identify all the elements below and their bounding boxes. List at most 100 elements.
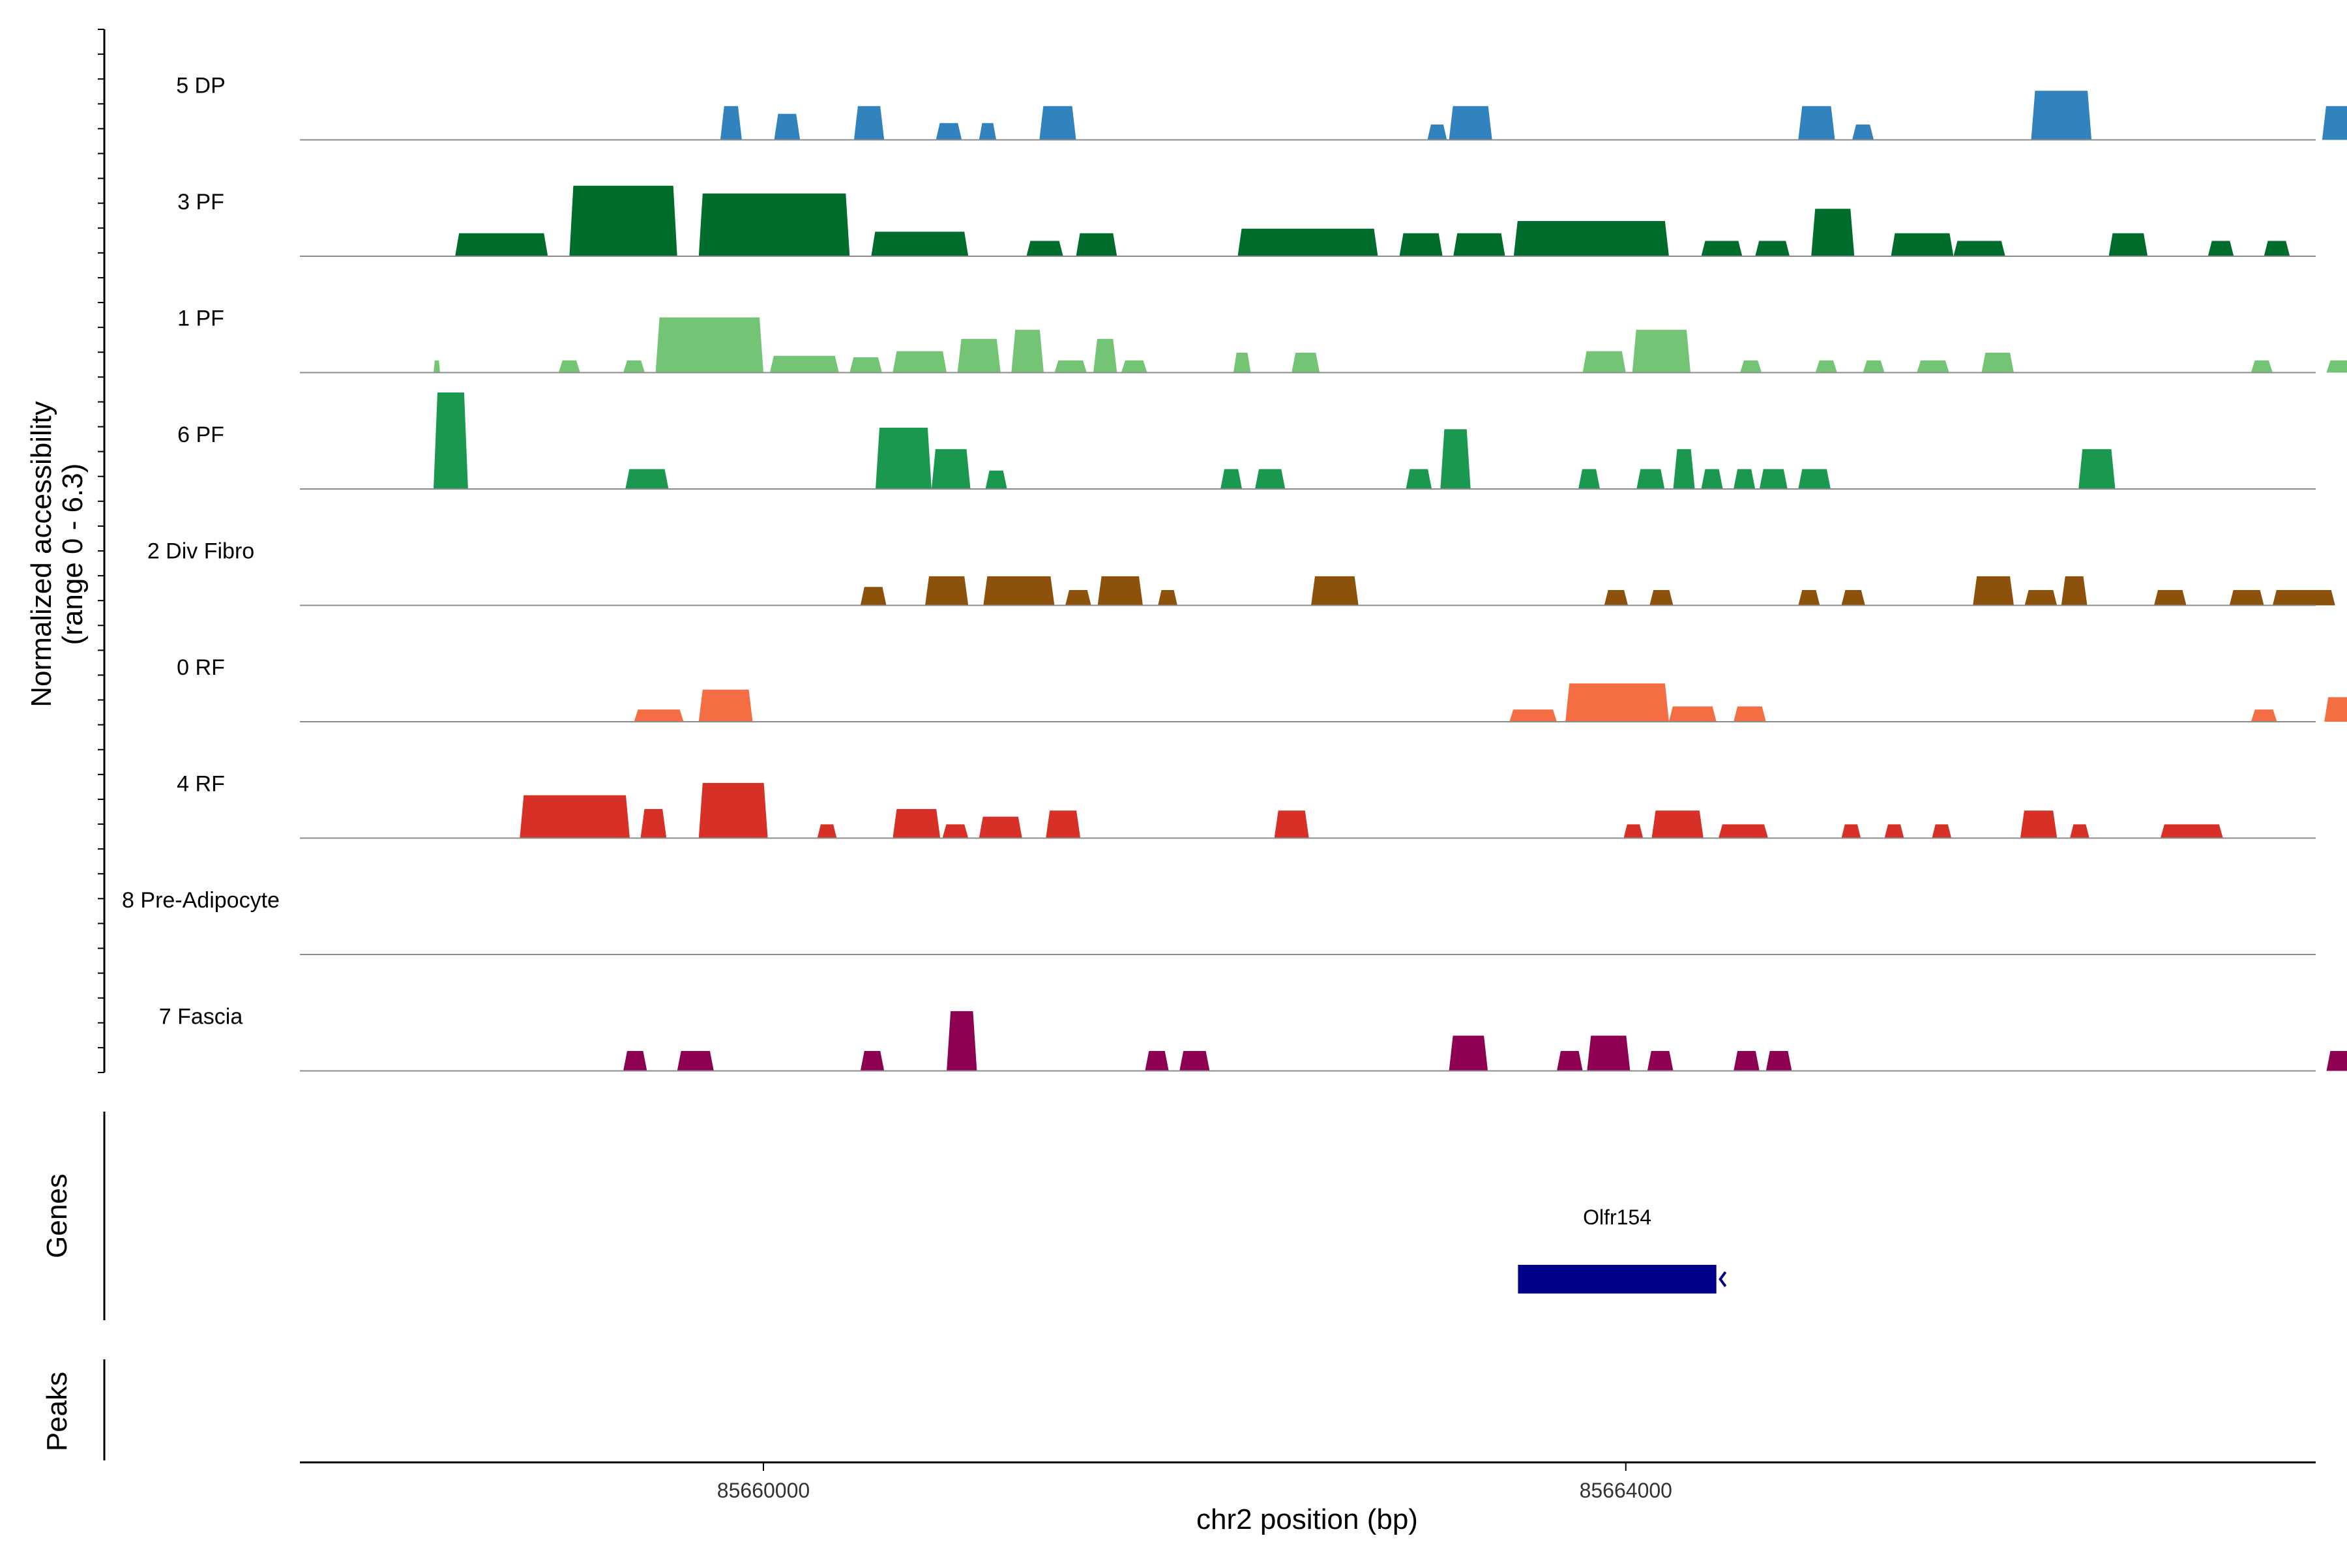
coverage-peak <box>818 824 837 838</box>
coverage-peak <box>1674 449 1695 489</box>
coverage-peak <box>1766 1051 1792 1071</box>
coverage-peak <box>1863 361 1885 373</box>
coverage-peak <box>434 392 468 489</box>
coverage-peak <box>861 587 887 605</box>
track-label: 4 RF <box>177 772 225 797</box>
coverage-peak <box>2208 241 2234 257</box>
y-axis-title: Normalized accessibility <box>25 401 57 707</box>
coverage-peak <box>1179 1051 1209 1071</box>
coverage-peak <box>1158 590 1177 606</box>
coverage-peak <box>623 1051 647 1071</box>
track-1-pf: 1 PF <box>177 306 2347 373</box>
track-label: 8 Pre-Adipocyte <box>122 888 280 913</box>
track-label: 1 PF <box>177 306 224 331</box>
track-3-pf: 3 PF <box>177 186 2347 256</box>
coverage-peak <box>1852 125 1874 140</box>
coverage-peak <box>2154 590 2187 606</box>
x-axis-title: chr2 position (bp) <box>1196 1503 1418 1535</box>
coverage-peak <box>1292 353 1320 373</box>
track-5-dp: 5 DP <box>176 74 2347 140</box>
track-6-pf: 6 PF <box>177 392 2347 489</box>
coverage-peak <box>2327 361 2347 373</box>
coverage-peak <box>1842 824 1861 838</box>
coverage-peak <box>1604 590 1628 606</box>
coverage-peak <box>1734 707 1766 722</box>
coverage-peak <box>1453 233 1505 256</box>
coverage-peak <box>2070 824 2089 838</box>
gene-body <box>1518 1265 1716 1294</box>
coverage-peak <box>1702 241 1743 257</box>
coverage-peak <box>569 186 677 256</box>
coverage-peak <box>699 194 850 256</box>
coverage-peak <box>699 783 768 838</box>
coverage-peak <box>1514 221 1669 256</box>
peaks-track-label: Peaks <box>41 1372 73 1451</box>
coverage-peak <box>1636 469 1664 490</box>
coverage-peak <box>1026 241 1063 257</box>
coverage-peak <box>623 361 645 373</box>
coverage-peak <box>1557 1051 1583 1071</box>
genes-track-label: Genes <box>41 1174 73 1258</box>
coverage-peak <box>1238 229 1378 256</box>
coverage-peak <box>1406 469 1432 490</box>
coverage-peak <box>520 795 630 838</box>
coverage-peak <box>2061 576 2088 606</box>
coverage-peak <box>770 356 839 373</box>
coverage-peak <box>849 357 882 373</box>
coverage-peak <box>625 469 668 490</box>
coverage-peak <box>1632 330 1690 373</box>
track-label: 5 DP <box>176 74 226 98</box>
coverage-peak <box>893 809 940 838</box>
x-tick-label: 85660000 <box>717 1479 810 1502</box>
coverage-peak <box>1811 209 1854 256</box>
coverage-peak <box>1624 824 1644 838</box>
coverage-peak <box>1973 576 2014 606</box>
gene-strand-arrow <box>1720 1272 1726 1286</box>
track-label: 2 Div Fibro <box>147 539 254 564</box>
coverage-peak <box>876 428 932 489</box>
x-axis: 8566000085664000856680008567200 <box>300 1462 2347 1502</box>
coverage-peak <box>1734 469 1755 490</box>
coverage-peak <box>1098 576 1143 606</box>
coverage-tracks: 5 DP 3 PF 1 PF 6 PF 2 Div Fibro 0 RF 4 RF 8 Pre… <box>122 74 2347 1071</box>
coverage-peak <box>455 233 548 256</box>
track-label: 0 RF <box>177 655 225 680</box>
coverage-peak <box>2031 91 2092 140</box>
coverage-peak <box>677 1051 714 1071</box>
coverage-peak <box>1798 590 1820 606</box>
coverage-peak <box>1885 824 1904 838</box>
coverage-peak <box>1255 469 1285 490</box>
coverage-peak <box>958 339 1001 373</box>
coverage-peak <box>1734 1051 1760 1071</box>
track-label: 7 Fascia <box>159 1005 243 1029</box>
coverage-peak <box>2025 590 2058 606</box>
coverage-peak <box>1953 241 2005 257</box>
coverage-peak <box>1917 361 1949 373</box>
coverage-peak <box>634 709 684 722</box>
coverage-peak <box>1587 1036 1630 1071</box>
coverage-peak <box>854 106 884 140</box>
coverage-peak <box>1647 1051 1674 1071</box>
genes-panel: Olfr154 <box>104 1112 1726 1320</box>
track-label: 6 PF <box>177 422 224 447</box>
coverage-peak <box>1891 233 1954 256</box>
coverage-peak <box>1755 241 1790 257</box>
coverage-peak <box>1440 429 1470 489</box>
coverage-peak <box>1275 810 1309 838</box>
coverage-peak <box>871 231 968 256</box>
coverage-peak <box>1449 106 1492 140</box>
track-label: 3 PF <box>177 190 224 214</box>
coverage-peak <box>641 809 667 838</box>
coverage-peak <box>2109 233 2148 256</box>
coverage-peak <box>1816 361 1837 373</box>
coverage-peak <box>699 690 753 722</box>
coverage-peak <box>947 1011 977 1071</box>
coverage-peak <box>1145 1051 1168 1071</box>
coverage-peak <box>1760 469 1788 490</box>
coverage-peak <box>1798 106 1835 140</box>
coverage-peak <box>2020 810 2057 838</box>
track-7-fascia: 7 Fascia <box>159 1005 2347 1071</box>
coverage-peak <box>1932 824 1951 838</box>
